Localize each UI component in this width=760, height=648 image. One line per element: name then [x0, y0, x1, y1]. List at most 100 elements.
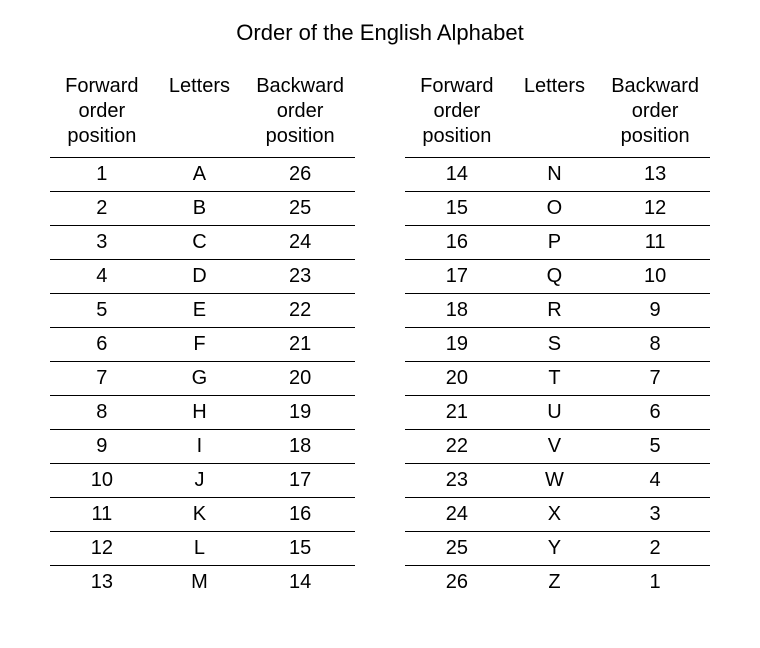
- col-header-forward: Forward order position: [405, 74, 509, 158]
- cell-letter: K: [154, 498, 246, 532]
- cell-letter: Q: [509, 260, 601, 294]
- table-row: 26Z1: [405, 566, 710, 600]
- table-row: 8H19: [50, 396, 355, 430]
- cell-forward: 25: [405, 532, 509, 566]
- cell-backward: 1: [600, 566, 710, 600]
- table-row: 19S8: [405, 328, 710, 362]
- cell-backward: 25: [245, 192, 355, 226]
- cell-forward: 20: [405, 362, 509, 396]
- cell-backward: 9: [600, 294, 710, 328]
- cell-letter: J: [154, 464, 246, 498]
- cell-backward: 21: [245, 328, 355, 362]
- cell-letter: V: [509, 430, 601, 464]
- cell-letter: S: [509, 328, 601, 362]
- table-row: 15O12: [405, 192, 710, 226]
- cell-backward: 2: [600, 532, 710, 566]
- cell-letter: X: [509, 498, 601, 532]
- page-title: Order of the English Alphabet: [50, 20, 710, 46]
- tables-container: Forward order position Letters Backward …: [50, 74, 710, 599]
- cell-backward: 20: [245, 362, 355, 396]
- cell-backward: 22: [245, 294, 355, 328]
- cell-letter: Y: [509, 532, 601, 566]
- cell-letter: E: [154, 294, 246, 328]
- table-row: 5E22: [50, 294, 355, 328]
- cell-forward: 14: [405, 158, 509, 192]
- table-row: 20T7: [405, 362, 710, 396]
- cell-letter: U: [509, 396, 601, 430]
- col-header-backward: Backward order position: [245, 74, 355, 158]
- cell-backward: 4: [600, 464, 710, 498]
- header-row: Forward order position Letters Backward …: [50, 74, 355, 158]
- cell-letter: P: [509, 226, 601, 260]
- cell-forward: 2: [50, 192, 154, 226]
- col-header-backward: Backward order position: [600, 74, 710, 158]
- cell-forward: 1: [50, 158, 154, 192]
- cell-forward: 10: [50, 464, 154, 498]
- cell-letter: G: [154, 362, 246, 396]
- cell-backward: 19: [245, 396, 355, 430]
- cell-backward: 24: [245, 226, 355, 260]
- cell-letter: H: [154, 396, 246, 430]
- table-row: 13M14: [50, 566, 355, 600]
- table-row: 10J17: [50, 464, 355, 498]
- table-row: 16P11: [405, 226, 710, 260]
- cell-backward: 15: [245, 532, 355, 566]
- table-row: 22V5: [405, 430, 710, 464]
- cell-forward: 23: [405, 464, 509, 498]
- table-row: 17Q10: [405, 260, 710, 294]
- cell-forward: 17: [405, 260, 509, 294]
- cell-backward: 13: [600, 158, 710, 192]
- cell-letter: N: [509, 158, 601, 192]
- cell-backward: 18: [245, 430, 355, 464]
- table-row: 25Y2: [405, 532, 710, 566]
- cell-letter: A: [154, 158, 246, 192]
- cell-letter: T: [509, 362, 601, 396]
- cell-letter: O: [509, 192, 601, 226]
- table-row: 6F21: [50, 328, 355, 362]
- cell-forward: 6: [50, 328, 154, 362]
- table-body-left: 1A262B253C244D235E226F217G208H199I1810J1…: [50, 158, 355, 600]
- cell-backward: 23: [245, 260, 355, 294]
- cell-letter: I: [154, 430, 246, 464]
- cell-letter: L: [154, 532, 246, 566]
- cell-forward: 26: [405, 566, 509, 600]
- col-header-forward: Forward order position: [50, 74, 154, 158]
- col-header-letters: Letters: [154, 74, 246, 158]
- table-row: 2B25: [50, 192, 355, 226]
- alphabet-table-right: Forward order position Letters Backward …: [405, 74, 710, 599]
- table-row: 24X3: [405, 498, 710, 532]
- table-row: 4D23: [50, 260, 355, 294]
- cell-forward: 5: [50, 294, 154, 328]
- cell-forward: 21: [405, 396, 509, 430]
- cell-letter: M: [154, 566, 246, 600]
- cell-forward: 3: [50, 226, 154, 260]
- table-row: 11K16: [50, 498, 355, 532]
- cell-backward: 3: [600, 498, 710, 532]
- cell-letter: C: [154, 226, 246, 260]
- cell-forward: 15: [405, 192, 509, 226]
- cell-forward: 16: [405, 226, 509, 260]
- cell-forward: 13: [50, 566, 154, 600]
- cell-forward: 19: [405, 328, 509, 362]
- alphabet-table-left: Forward order position Letters Backward …: [50, 74, 355, 599]
- cell-forward: 22: [405, 430, 509, 464]
- cell-backward: 11: [600, 226, 710, 260]
- cell-forward: 4: [50, 260, 154, 294]
- cell-letter: F: [154, 328, 246, 362]
- col-header-letters: Letters: [509, 74, 601, 158]
- cell-forward: 7: [50, 362, 154, 396]
- cell-letter: W: [509, 464, 601, 498]
- cell-letter: R: [509, 294, 601, 328]
- cell-letter: B: [154, 192, 246, 226]
- cell-backward: 14: [245, 566, 355, 600]
- table-row: 23W4: [405, 464, 710, 498]
- cell-backward: 12: [600, 192, 710, 226]
- table-row: 7G20: [50, 362, 355, 396]
- table-row: 1A26: [50, 158, 355, 192]
- table-row: 18R9: [405, 294, 710, 328]
- cell-forward: 9: [50, 430, 154, 464]
- cell-backward: 7: [600, 362, 710, 396]
- cell-letter: D: [154, 260, 246, 294]
- table-row: 9I18: [50, 430, 355, 464]
- cell-letter: Z: [509, 566, 601, 600]
